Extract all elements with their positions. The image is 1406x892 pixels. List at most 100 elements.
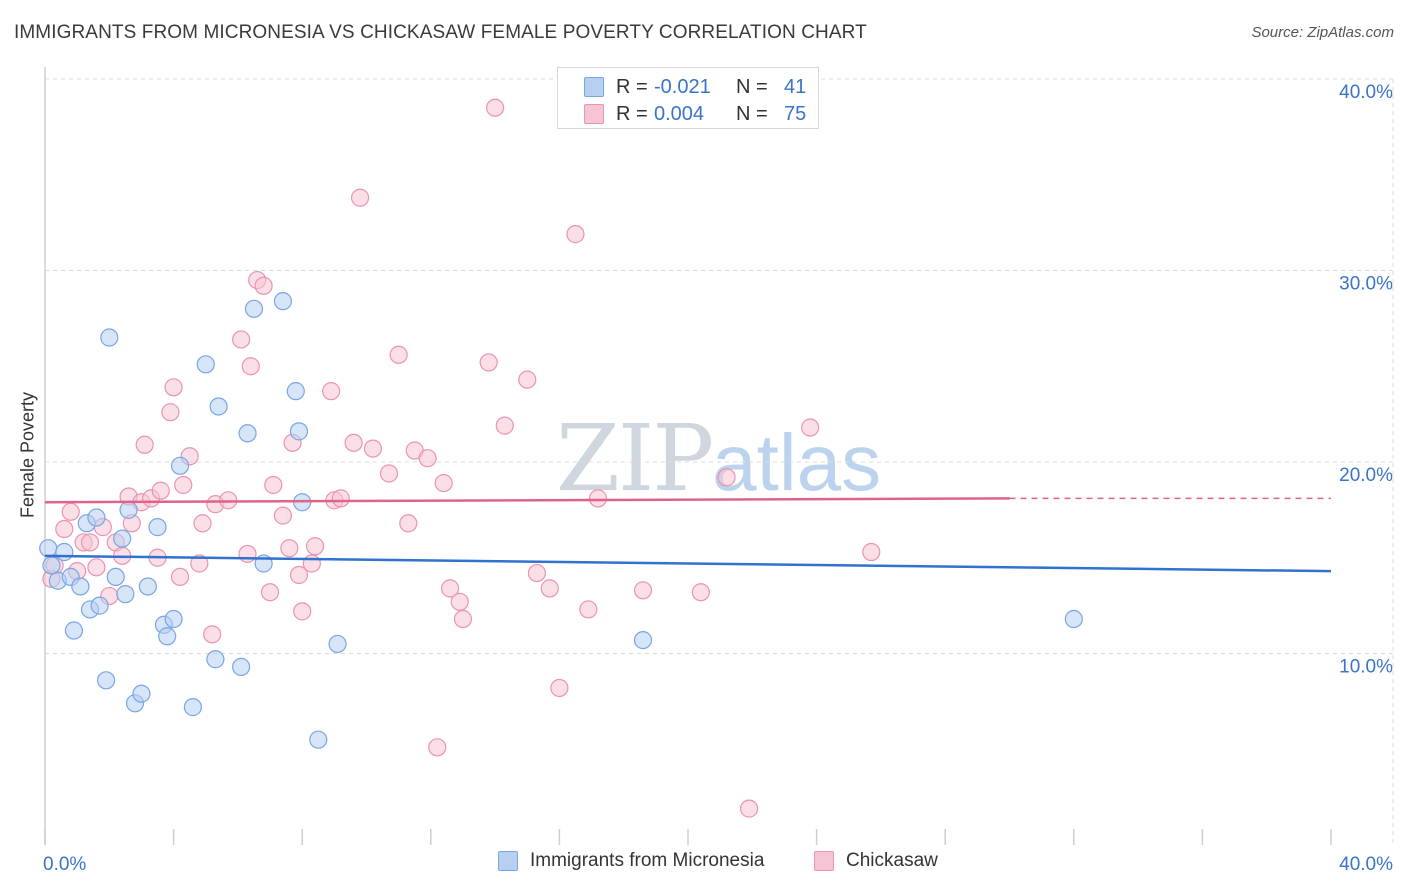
point-micronesia: [64, 621, 84, 640]
data-points: [39, 98, 1083, 818]
point-chickasaw: [527, 563, 546, 583]
y-tick-label: 30.0%: [1339, 274, 1393, 295]
point-micronesia: [113, 529, 132, 548]
point-chickasaw: [273, 506, 293, 525]
x-tick-label: 0.0%: [43, 854, 86, 875]
point-chickasaw: [550, 678, 569, 698]
point-chickasaw: [540, 579, 559, 598]
legend-swatch-pink: [814, 851, 834, 871]
point-chickasaw: [135, 435, 154, 454]
point-chickasaw: [486, 98, 505, 117]
point-chickasaw: [190, 554, 209, 573]
point-micronesia: [633, 630, 653, 650]
point-chickasaw: [450, 592, 469, 611]
y-tick-label: 10.0%: [1339, 657, 1393, 678]
point-chickasaw: [280, 539, 299, 558]
point-micronesia: [1064, 609, 1083, 629]
legend-item-micronesia: Immigrants from Micronesia: [498, 850, 764, 872]
point-micronesia: [273, 292, 293, 311]
series-legend: Immigrants from Micronesia Chickasaw: [0, 850, 1406, 880]
legend-swatch-pink: [584, 104, 604, 124]
n-value: 75: [784, 102, 807, 125]
point-micronesia: [138, 577, 157, 596]
trend-line-chickasaw: [44, 497, 1010, 504]
point-chickasaw: [322, 382, 341, 401]
point-micronesia: [148, 518, 167, 537]
point-chickasaw: [289, 565, 309, 585]
point-micronesia: [232, 657, 251, 677]
point-chickasaw: [55, 519, 74, 539]
legend-item-chickasaw: Chickasaw: [814, 850, 938, 872]
point-chickasaw: [633, 581, 653, 600]
point-chickasaw: [566, 225, 585, 244]
point-chickasaw: [344, 433, 363, 452]
point-micronesia: [96, 671, 116, 690]
point-chickasaw: [203, 625, 222, 644]
point-chickasaw: [691, 583, 710, 602]
point-chickasaw: [440, 579, 460, 598]
point-chickasaw: [241, 357, 260, 376]
point-micronesia: [132, 684, 151, 703]
r-value: 0.004: [654, 102, 705, 125]
point-micronesia: [309, 730, 328, 749]
y-tick-label: 20.0%: [1339, 465, 1393, 486]
point-micronesia: [238, 424, 257, 443]
point-chickasaw: [331, 489, 350, 508]
point-micronesia: [196, 355, 215, 374]
source-label: Source: ZipAtlas.com: [1251, 24, 1394, 41]
point-micronesia: [100, 328, 119, 347]
point-chickasaw: [305, 537, 325, 556]
point-micronesia: [183, 698, 202, 717]
point-chickasaw: [174, 475, 193, 495]
point-chickasaw: [164, 378, 183, 397]
point-chickasaw: [389, 345, 408, 364]
point-chickasaw: [739, 799, 759, 818]
point-chickasaw: [399, 514, 418, 533]
correlation-legend: R = -0.021 N = 41 R = 0.004 N = 75: [557, 67, 819, 129]
point-chickasaw: [293, 602, 312, 621]
point-micronesia: [164, 609, 183, 629]
r-label: R =: [616, 102, 648, 125]
legend-swatch-blue: [498, 851, 518, 871]
point-micronesia: [90, 596, 109, 615]
point-chickasaw: [170, 567, 190, 587]
point-micronesia: [209, 397, 228, 416]
point-micronesia: [42, 556, 61, 575]
trend-lines: [44, 497, 1332, 573]
x-tick-label: 40.0%: [1339, 854, 1393, 875]
tick-labels: 10.0% 20.0% 30.0% 40.0% 0.0% 40.0%: [43, 82, 1393, 875]
legend-label: Immigrants from Micronesia: [530, 850, 765, 871]
point-chickasaw: [61, 502, 80, 521]
point-chickasaw: [434, 473, 453, 493]
point-chickasaw: [193, 514, 212, 533]
point-micronesia: [244, 299, 264, 318]
grid-lines: [45, 78, 1394, 845]
chart-title: IMMIGRANTS FROM MICRONESIA VS CHICKASAW …: [14, 22, 867, 43]
point-micronesia: [39, 539, 58, 558]
point-chickasaw: [254, 276, 273, 295]
point-chickasaw: [151, 481, 170, 500]
legend-swatch-blue: [584, 77, 604, 97]
point-micronesia: [170, 456, 190, 475]
r-value: -0.021: [654, 75, 711, 98]
point-chickasaw: [453, 609, 473, 629]
legend-row-micronesia: R = -0.021 N = 41: [558, 73, 806, 101]
y-tick-label: 40.0%: [1339, 82, 1393, 103]
legend-row-chickasaw: R = 0.004 N = 75: [558, 100, 806, 128]
point-chickasaw: [87, 558, 106, 577]
point-chickasaw: [302, 554, 321, 573]
point-chickasaw: [232, 330, 251, 349]
point-chickasaw: [379, 464, 399, 483]
point-micronesia: [106, 567, 125, 587]
point-micronesia: [116, 585, 135, 604]
legend-label: Chickasaw: [846, 850, 938, 871]
point-chickasaw: [418, 449, 437, 468]
trend-line-micronesia: [44, 554, 1332, 573]
point-micronesia: [289, 422, 309, 441]
point-chickasaw: [80, 533, 100, 552]
r-label: R =: [616, 75, 648, 98]
point-micronesia: [206, 650, 225, 669]
n-value: 41: [784, 75, 807, 98]
point-micronesia: [328, 634, 347, 654]
